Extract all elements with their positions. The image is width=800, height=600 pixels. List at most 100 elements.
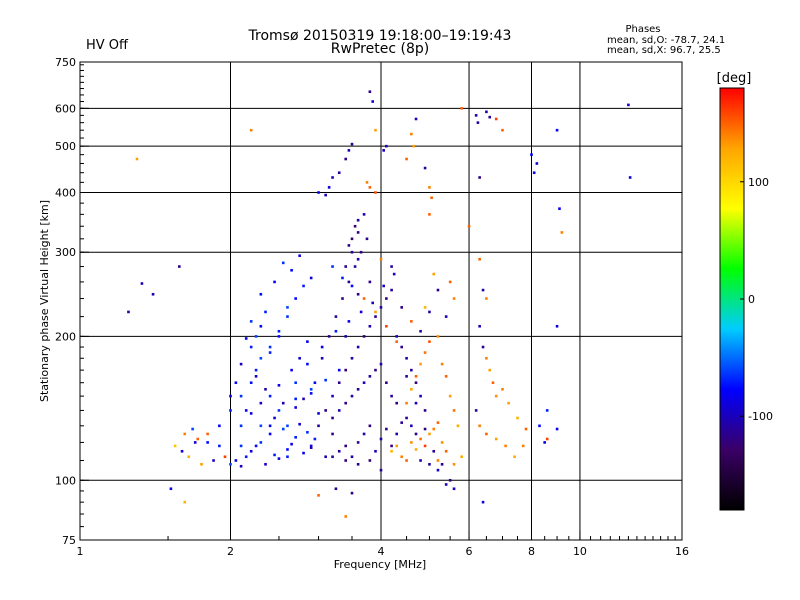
- data-point: [317, 494, 320, 497]
- data-point: [244, 409, 248, 412]
- data-point: [452, 297, 456, 300]
- data-point: [135, 157, 139, 161]
- data-point: [440, 441, 444, 444]
- data-point: [368, 424, 372, 428]
- data-point: [555, 427, 559, 431]
- data-point: [313, 381, 317, 385]
- data-point: [337, 368, 341, 372]
- data-point: [331, 455, 334, 459]
- colorbar-tick-label: -100: [748, 410, 773, 423]
- data-point: [379, 306, 383, 309]
- data-point: [460, 455, 463, 459]
- data-point: [414, 432, 418, 436]
- data-point: [374, 315, 377, 318]
- data-point: [371, 301, 375, 305]
- data-point: [494, 117, 498, 121]
- data-point: [356, 218, 360, 222]
- data-point: [368, 280, 372, 284]
- data-point: [436, 468, 440, 472]
- data-point: [478, 176, 481, 179]
- data-point: [140, 282, 144, 285]
- data-point: [350, 491, 354, 495]
- data-point: [331, 394, 334, 398]
- data-point: [337, 171, 341, 175]
- data-point: [350, 250, 354, 254]
- data-point: [356, 345, 360, 349]
- data-point: [196, 437, 200, 441]
- y-tick-label: 600: [55, 102, 76, 115]
- data-point: [254, 375, 258, 378]
- data-point: [545, 409, 549, 412]
- data-point: [362, 432, 366, 436]
- data-point: [249, 320, 253, 323]
- data-point: [379, 257, 383, 261]
- data-point: [448, 280, 452, 284]
- data-point: [264, 463, 267, 466]
- data-point: [543, 441, 546, 444]
- data-point: [481, 500, 485, 504]
- data-point: [368, 324, 372, 328]
- data-point: [485, 432, 488, 436]
- data-point: [277, 329, 281, 333]
- data-point: [390, 394, 393, 398]
- data-point: [347, 244, 351, 247]
- data-point: [513, 455, 516, 459]
- data-point: [400, 421, 403, 424]
- x-axis-ticks: 1 2 4 6 8 10 16: [77, 531, 689, 558]
- data-point: [277, 384, 281, 387]
- data-point: [249, 345, 253, 349]
- data-point: [555, 128, 559, 132]
- data-point: [273, 280, 276, 284]
- data-point: [491, 381, 495, 385]
- data-point: [324, 409, 327, 412]
- data-point: [347, 149, 351, 152]
- data-point: [362, 213, 366, 216]
- data-point: [507, 401, 510, 405]
- data-point: [239, 424, 243, 428]
- data-point: [327, 335, 331, 338]
- y-tick-label: 500: [55, 140, 76, 153]
- data-point: [412, 144, 415, 148]
- x-tick-label: 4: [378, 545, 385, 558]
- data-point: [254, 368, 258, 372]
- data-point: [428, 432, 431, 436]
- data-point: [183, 500, 187, 504]
- data-point: [350, 356, 354, 360]
- y-tick-label: 75: [62, 534, 76, 547]
- data-point: [560, 231, 564, 234]
- data-point: [400, 455, 403, 459]
- data-point: [334, 329, 338, 333]
- data-point: [385, 427, 388, 431]
- data-point: [277, 457, 281, 460]
- data-point: [259, 356, 263, 360]
- data-point: [206, 432, 209, 436]
- data-point: [317, 412, 320, 415]
- data-point: [405, 157, 408, 161]
- data-point: [290, 368, 293, 372]
- grid-lines: [80, 62, 682, 540]
- data-point: [414, 401, 418, 405]
- data-point: [298, 356, 301, 360]
- data-point: [419, 362, 422, 366]
- data-point: [268, 424, 272, 428]
- data-point: [356, 388, 360, 391]
- data-point: [306, 362, 309, 366]
- data-point: [390, 288, 393, 292]
- data-point: [627, 103, 630, 107]
- colorbar-tick-label: 0: [748, 293, 755, 306]
- data-point: [324, 193, 327, 197]
- data-point: [337, 381, 341, 385]
- data-point: [385, 144, 388, 148]
- data-point: [374, 128, 377, 132]
- data-point: [317, 191, 320, 194]
- data-point: [337, 409, 341, 412]
- y-tick-label: 400: [55, 186, 76, 199]
- data-point: [249, 381, 253, 385]
- data-point: [356, 441, 360, 444]
- data-point: [390, 265, 393, 268]
- data-point: [200, 463, 203, 466]
- data-point: [327, 186, 331, 189]
- data-point: [485, 356, 488, 360]
- x-tick-label: 16: [675, 545, 689, 558]
- data-point: [428, 310, 431, 314]
